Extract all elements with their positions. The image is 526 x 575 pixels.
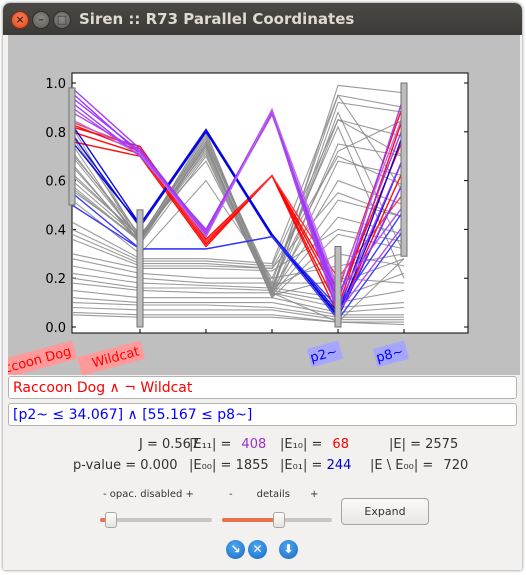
axis-label-text: p2~ [309,344,339,366]
axis-label-bg [8,340,77,375]
series-line-31 [71,94,405,265]
app-window: × – □ Siren :: R73 Parallel Coordinates … [3,3,522,570]
series-line-32 [71,118,405,267]
details-minus-label: - [229,489,233,500]
series-line-7 [71,130,405,317]
y-tick-label: 0.6 [45,175,66,190]
stat-ediff-label: |E \ E₀₀| = [370,458,438,473]
stat-e10-label: |E₁₀| = [280,437,323,452]
stat-e11: |E₁₁| = 408 [189,437,266,452]
stat-e: |E| = 2575 [389,437,458,452]
axis-label-bg [77,340,145,375]
stat-e10-value: 68 [332,437,349,452]
stat-p: p-value = 0.000 [73,458,177,473]
selection-bar-p2-[interactable] [334,245,342,328]
stat-j: J = 0.567 [139,437,199,452]
save-icon[interactable]: ⬇ [279,540,298,559]
y-tick-label: 0.2 [45,272,66,287]
stat-e01-label: |E₀₁| = [280,458,327,473]
series-line-39 [71,277,405,304]
series-line-9 [71,204,405,321]
axis-label-p8-[interactable]: p8~ [373,340,409,367]
close-icon: × [15,13,25,26]
opacity-slider-track[interactable] [100,518,212,522]
y-tick-label: 0.0 [45,321,66,336]
axis-label-bg [373,340,409,367]
stat-j-label: J = [139,437,162,452]
window-title: Siren :: R73 Parallel Coordinates [79,10,355,28]
maximize-icon: □ [56,13,68,26]
series-line-33 [71,155,405,269]
query-rule-field[interactable]: [p2~ ≤ 34.067] ∧ [55.167 ≤ p8~] [8,403,517,426]
y-tick-label: 1.0 [45,77,66,92]
series-line-48 [71,125,405,280]
series-line-35 [71,228,405,272]
axis-label-raccoon-dog[interactable]: Raccoon Dog [8,340,77,375]
details-slider-label: - details + [229,489,318,500]
parallel-coordinates-chart[interactable]: 0.0 0.2 0.4 0.6 0.8 1.0 Raccoon Dog Wildcat p2~ p… [8,35,520,375]
series-line-47 [71,130,405,323]
axis-label-p2-[interactable]: p2~ [307,340,343,367]
details-slider[interactable] [222,510,332,530]
opacity-text-label: opac. disabled [109,489,183,500]
stat-e00-value: 1855 [235,458,269,473]
clear-icon[interactable]: ✕ [248,540,267,559]
series-line-42 [71,297,404,316]
axis-label-text: p8~ [375,344,405,366]
stat-j-value: 0.567 [162,437,200,452]
series-line-46 [71,314,405,326]
stat-e11-label: |E₁₁| = [189,437,232,452]
query-target-field[interactable]: Raccoon Dog ∧ ¬ Wildcat [8,376,517,399]
stat-ediff: |E \ E₀₀| = 720 [370,458,468,473]
y-tick-label: 0.8 [45,126,66,141]
stat-ediff-value: 720 [443,458,469,473]
stat-e-label: |E| = [389,437,426,452]
stat-e11-value: 408 [241,437,267,452]
stat-e-value: 2575 [425,437,459,452]
close-window-button[interactable]: × [11,11,29,29]
opacity-plus-label: + [185,489,194,500]
selection-bar-p8-[interactable] [400,82,408,257]
series-line-34 [71,192,405,269]
opacity-minus-label: - [103,489,107,500]
opacity-slider-handle[interactable] [105,512,117,528]
axis-label-wildcat[interactable]: Wildcat [77,340,145,375]
opacity-slider[interactable] [100,510,212,530]
next-icon[interactable]: ↘ [226,540,245,559]
series-line-44 [71,306,404,321]
series-line-40 [71,282,405,309]
stat-p-label: p-value = [73,458,141,473]
selection-bar-wildcat[interactable] [136,209,144,328]
details-slider-fill [222,518,279,522]
plot-panel: 0.0 0.2 0.4 0.6 0.8 1.0 Raccoon Dog Wildcat p2~ p… [8,35,520,375]
stat-e00: |E₀₀| = 1855 [189,458,269,473]
stat-e00-label: |E₀₀| = [189,458,236,473]
minimize-icon: – [38,13,44,26]
series-line-29 [71,110,405,292]
opacity-slider-label: - opac. disabled + [103,489,194,500]
selection-bar-raccoon-dog[interactable] [68,87,76,206]
y-tick-label: 0.4 [45,223,66,238]
series-line-43 [71,302,404,318]
stat-e01: |E₀₁| = 244 [280,458,351,473]
series-line-16 [71,108,405,291]
stat-p-value: 0.000 [140,458,178,473]
details-text-label: details [256,489,290,500]
minimize-window-button[interactable]: – [32,11,50,29]
maximize-window-button[interactable]: □ [53,11,71,29]
expand-button[interactable]: Expand [341,498,429,525]
stat-e10: |E₁₀| = 68 [280,437,349,452]
details-slider-handle[interactable] [273,512,285,528]
stat-e01-value: 244 [326,458,352,473]
details-plus-label: + [309,489,319,500]
title-bar: × – □ Siren :: R73 Parallel Coordinates [3,3,522,35]
axis-label-bg [307,340,343,367]
